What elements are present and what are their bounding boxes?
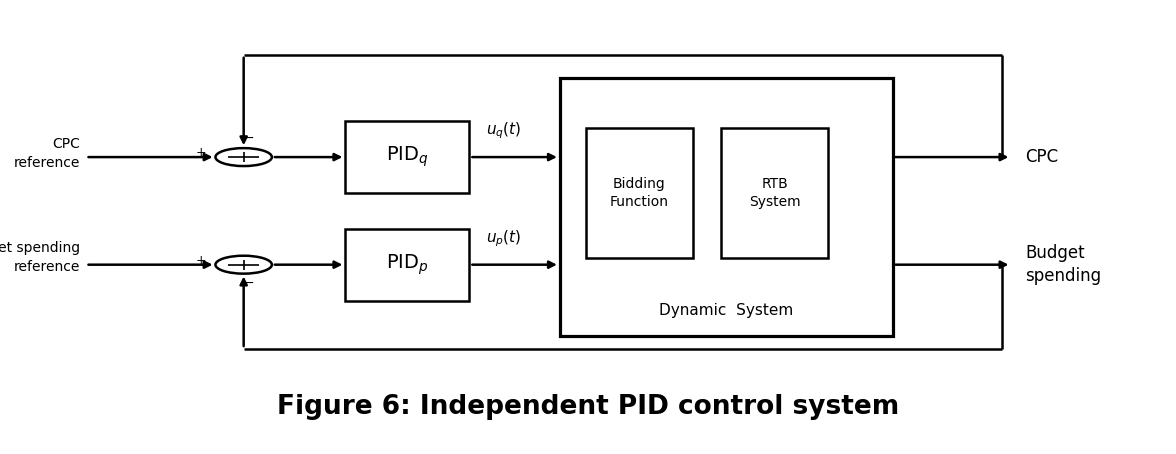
Text: −: − <box>245 277 254 290</box>
Text: Figure 6: Independent PID control system: Figure 6: Independent PID control system <box>276 394 900 420</box>
Text: Dynamic  System: Dynamic System <box>660 303 794 319</box>
Bar <box>721 128 828 257</box>
Text: $u_q(t)$: $u_q(t)$ <box>486 120 521 141</box>
Bar <box>586 128 693 257</box>
Text: −: − <box>245 132 254 144</box>
Text: PID$_p$: PID$_p$ <box>386 252 429 277</box>
Text: Bidding
Function: Bidding Function <box>610 177 669 209</box>
Text: +: + <box>195 146 207 159</box>
Text: PID$_q$: PID$_q$ <box>386 145 429 169</box>
Text: $u_p(t)$: $u_p(t)$ <box>486 228 521 248</box>
Bar <box>346 121 469 193</box>
Text: CPC: CPC <box>1025 148 1058 166</box>
Bar <box>560 78 893 336</box>
Text: RTB
System: RTB System <box>749 177 801 209</box>
Text: +: + <box>195 254 207 266</box>
Text: Budget
spending: Budget spending <box>1025 244 1101 286</box>
Text: CPC
reference: CPC reference <box>14 137 80 170</box>
Bar <box>346 229 469 301</box>
Text: Budget spending
reference: Budget spending reference <box>0 242 80 274</box>
